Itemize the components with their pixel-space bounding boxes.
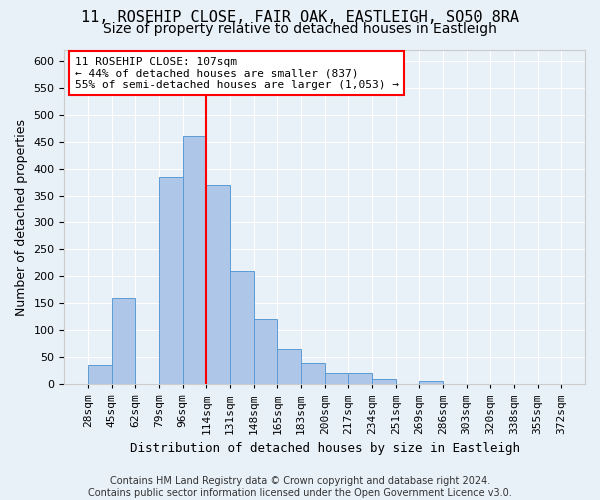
Text: 11, ROSEHIP CLOSE, FAIR OAK, EASTLEIGH, SO50 8RA: 11, ROSEHIP CLOSE, FAIR OAK, EASTLEIGH, …: [81, 10, 519, 25]
Bar: [325, 374, 349, 384]
Bar: [349, 374, 372, 384]
Y-axis label: Number of detached properties: Number of detached properties: [15, 118, 28, 316]
Text: Contains HM Land Registry data © Crown copyright and database right 2024.
Contai: Contains HM Land Registry data © Crown c…: [88, 476, 512, 498]
Bar: [372, 378, 395, 384]
Bar: [254, 320, 277, 384]
Bar: [206, 184, 230, 384]
Bar: [301, 362, 325, 384]
Bar: [112, 298, 136, 384]
Bar: [230, 271, 254, 384]
Bar: [183, 136, 206, 384]
Bar: [419, 382, 443, 384]
X-axis label: Distribution of detached houses by size in Eastleigh: Distribution of detached houses by size …: [130, 442, 520, 455]
Bar: [159, 176, 183, 384]
Bar: [88, 366, 112, 384]
Bar: [277, 349, 301, 384]
Text: Size of property relative to detached houses in Eastleigh: Size of property relative to detached ho…: [103, 22, 497, 36]
Text: 11 ROSEHIP CLOSE: 107sqm
← 44% of detached houses are smaller (837)
55% of semi-: 11 ROSEHIP CLOSE: 107sqm ← 44% of detach…: [75, 56, 399, 90]
